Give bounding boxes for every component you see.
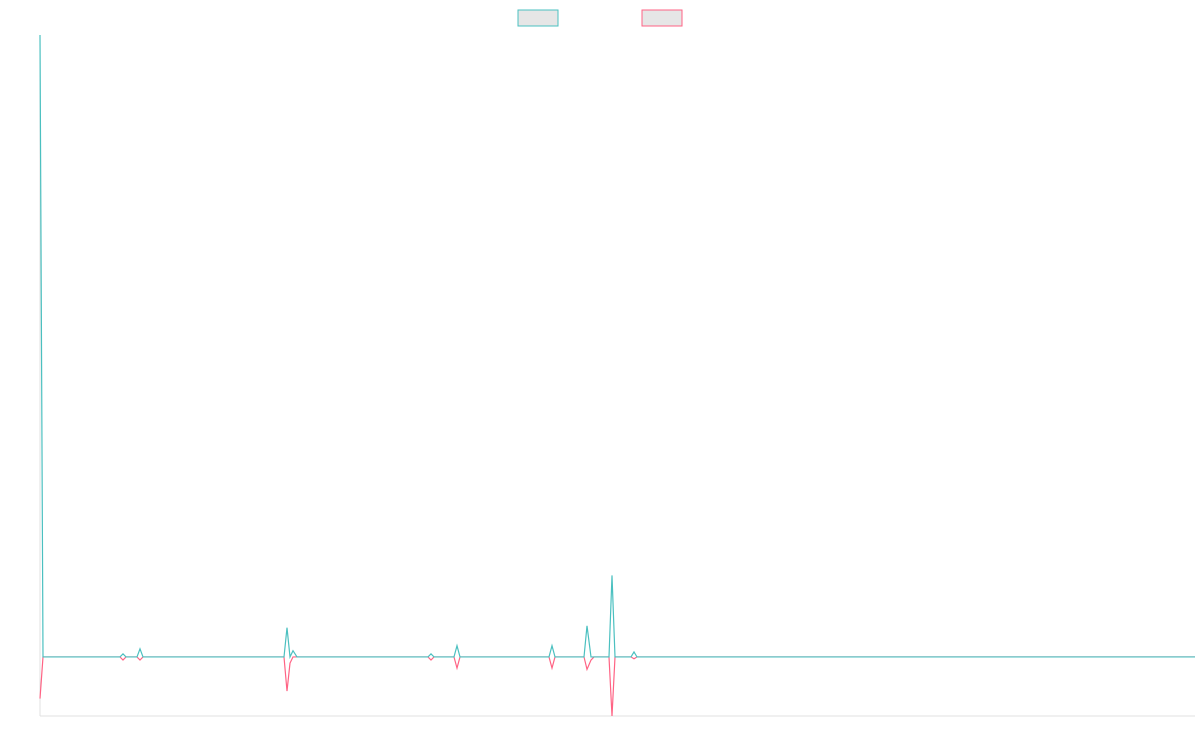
legend-swatch[interactable] [517, 9, 559, 27]
line [39, 656, 1195, 717]
line [39, 34, 1195, 660]
legend-swatch[interactable] [641, 9, 683, 27]
